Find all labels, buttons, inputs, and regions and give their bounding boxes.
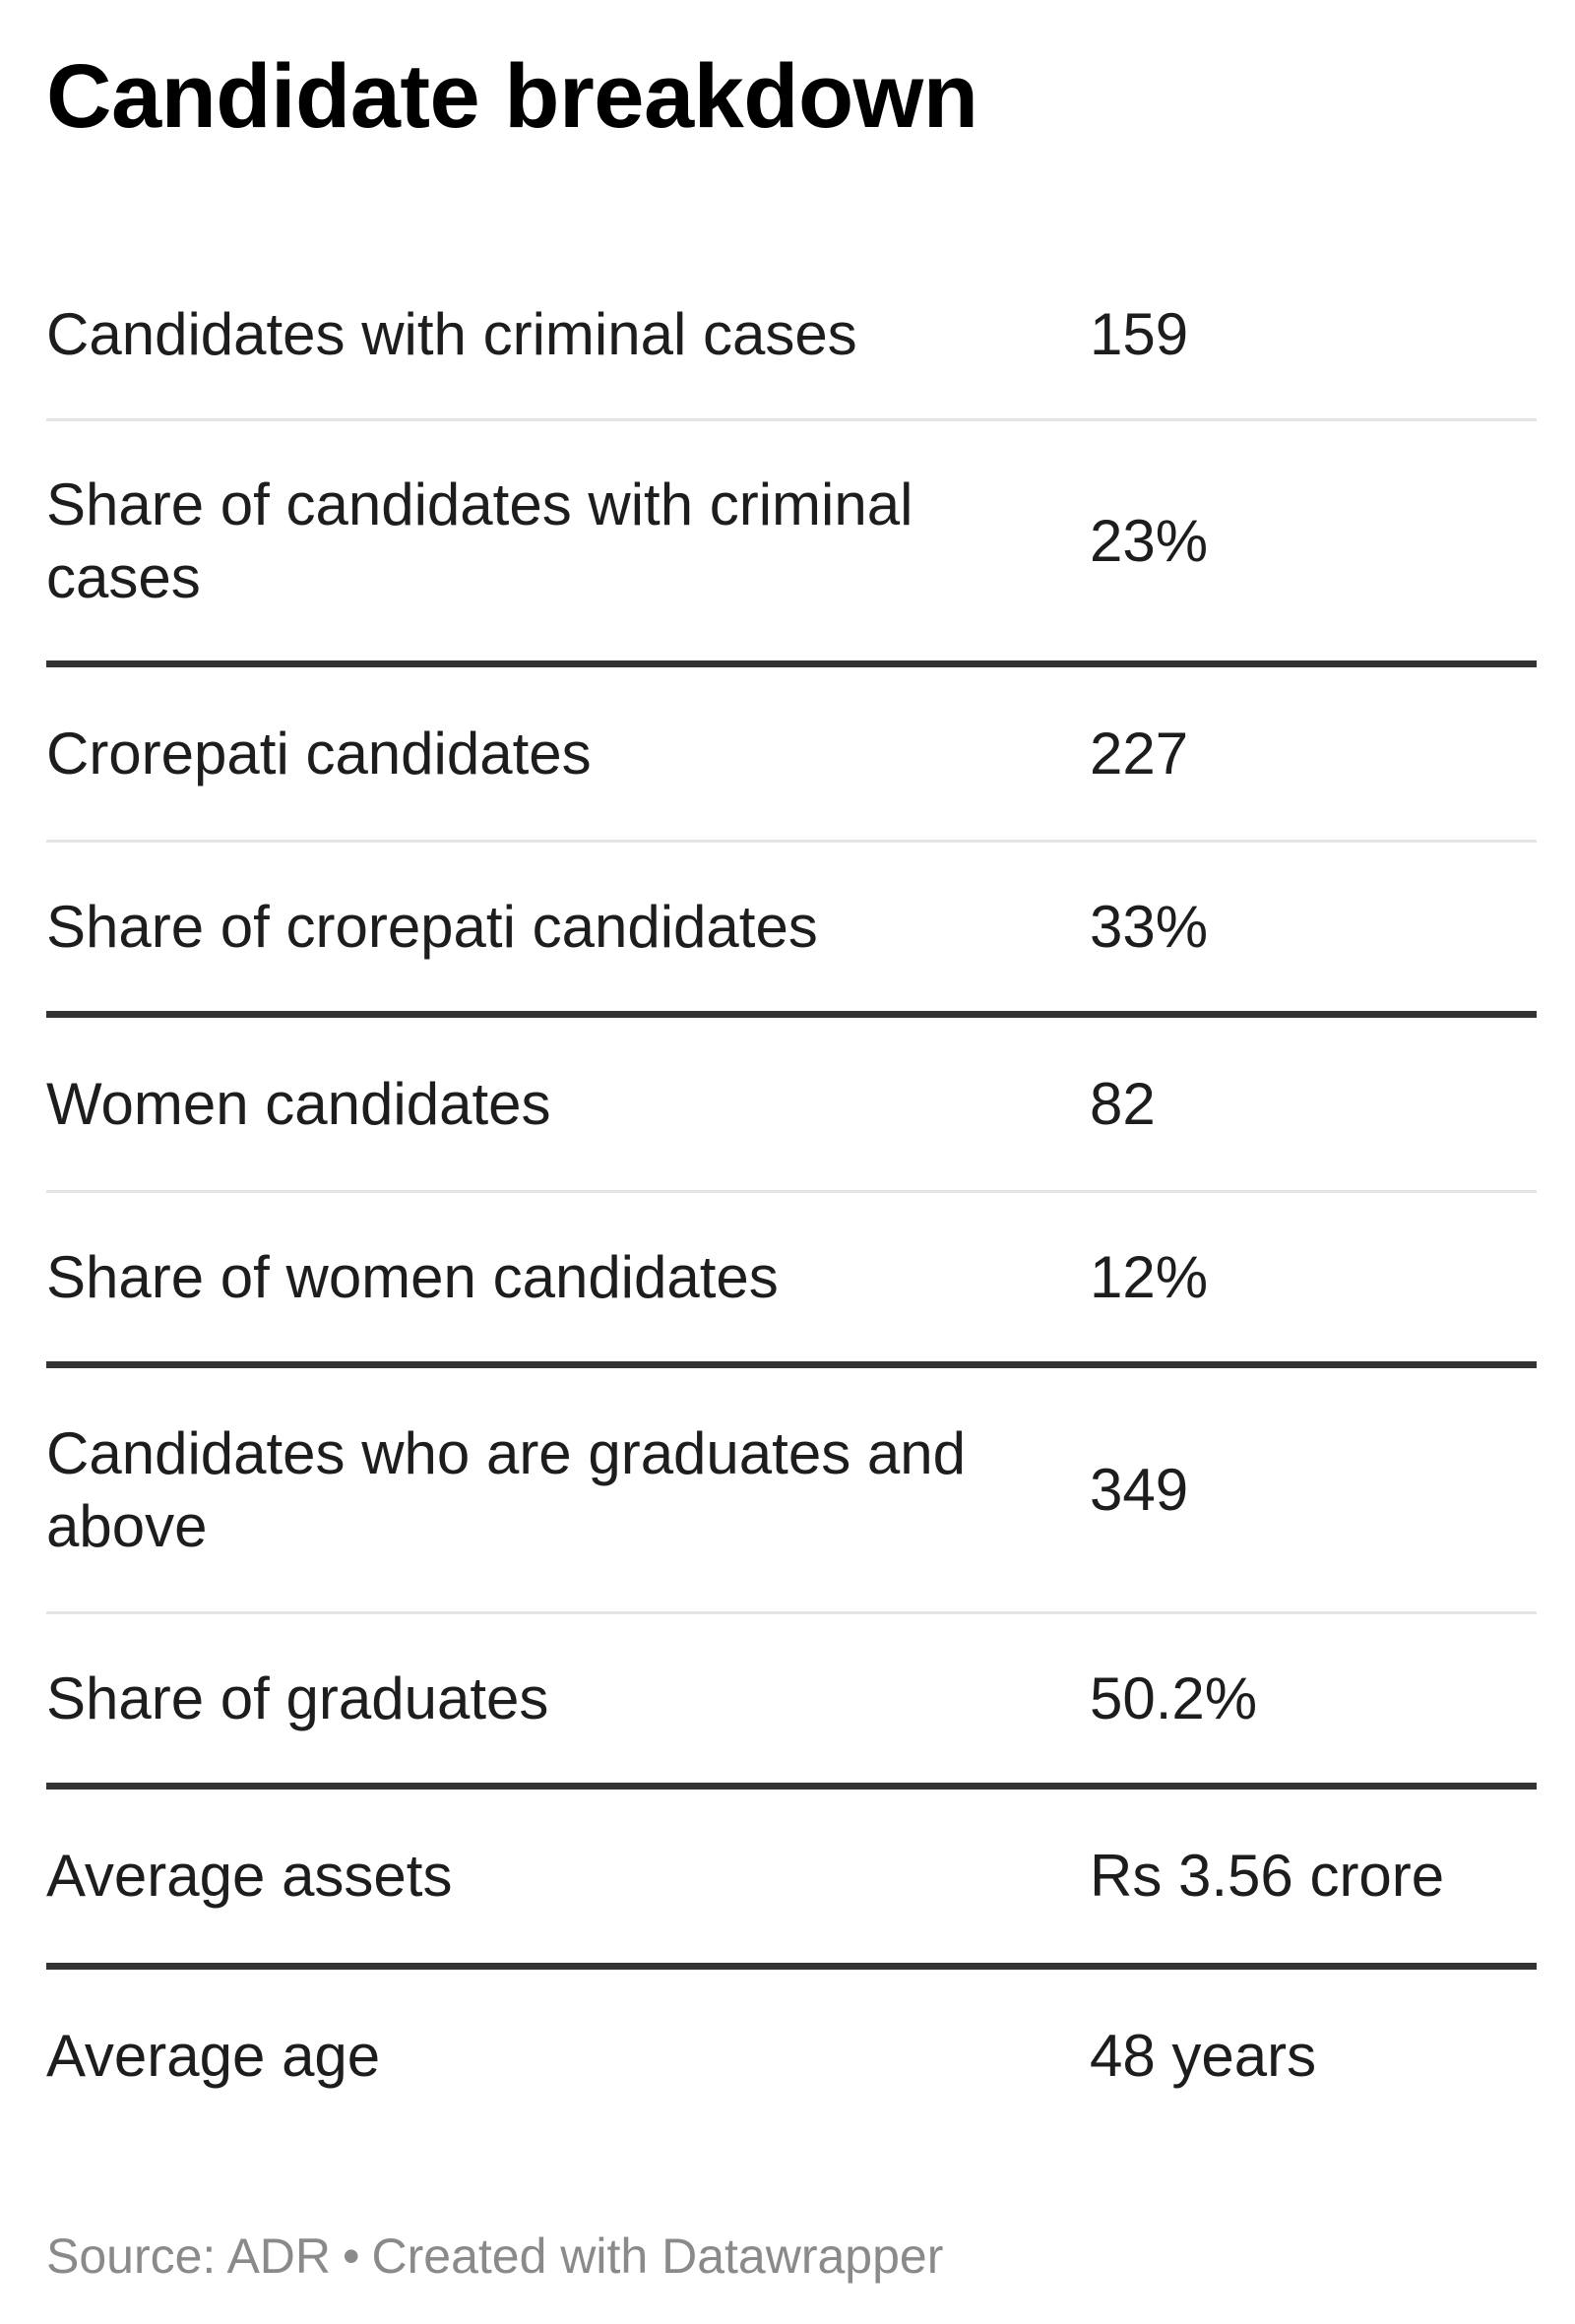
row-value: 48 years — [1090, 2023, 1317, 2089]
table-row: Crorepati candidates 227 — [46, 667, 1537, 843]
row-value: 33% — [1090, 893, 1209, 960]
table-row: Average assets Rs 3.56 crore — [46, 1790, 1537, 1970]
breakdown-table: Candidates with criminal cases 159 Share… — [46, 251, 1537, 2143]
row-value: 23% — [1090, 507, 1209, 574]
row-label: Women candidates — [46, 1070, 551, 1137]
row-value: 50.2% — [1090, 1664, 1258, 1731]
row-label: Candidates who are graduates and above — [46, 1419, 966, 1559]
row-label: Share of crorepati candidates — [46, 893, 818, 960]
row-label: Share of candidates with criminal cases — [46, 471, 914, 610]
row-value: 349 — [1090, 1456, 1189, 1523]
row-value: 82 — [1090, 1070, 1156, 1137]
row-label: Share of graduates — [46, 1664, 549, 1731]
row-value: 159 — [1090, 301, 1189, 367]
source-note: Source: ADR — [46, 2229, 332, 2284]
table-row: Share of crorepati candidates 33% — [46, 843, 1537, 1018]
table-row: Share of women candidates 12% — [46, 1193, 1537, 1368]
chart-footer: Source: ADR • Created with Datawrapper — [46, 2227, 943, 2286]
row-label: Candidates with criminal cases — [46, 301, 857, 367]
table-row: Average age 48 years — [46, 1970, 1537, 2143]
row-label: Average assets — [46, 1843, 453, 1909]
table-row: Candidates with criminal cases 159 — [46, 251, 1537, 421]
table-row: Share of candidates with criminal cases … — [46, 421, 1537, 667]
row-label: Crorepati candidates — [46, 720, 592, 786]
row-label: Average age — [46, 2023, 381, 2089]
credit-note: Created with Datawrapper — [371, 2229, 944, 2284]
row-value: Rs 3.56 crore — [1090, 1843, 1445, 1909]
row-value: 12% — [1090, 1243, 1209, 1310]
table-row: Women candidates 82 — [46, 1018, 1537, 1193]
row-label: Share of women candidates — [46, 1243, 779, 1310]
footer-separator: • — [343, 2229, 360, 2284]
table-row: Share of graduates 50.2% — [46, 1614, 1537, 1790]
chart-title: Candidate breakdown — [46, 46, 978, 147]
table-row: Candidates who are graduates and above 3… — [46, 1368, 1537, 1614]
chart-container: Candidate breakdown Candidates with crim… — [46, 0, 1537, 2284]
row-value: 227 — [1090, 720, 1189, 786]
